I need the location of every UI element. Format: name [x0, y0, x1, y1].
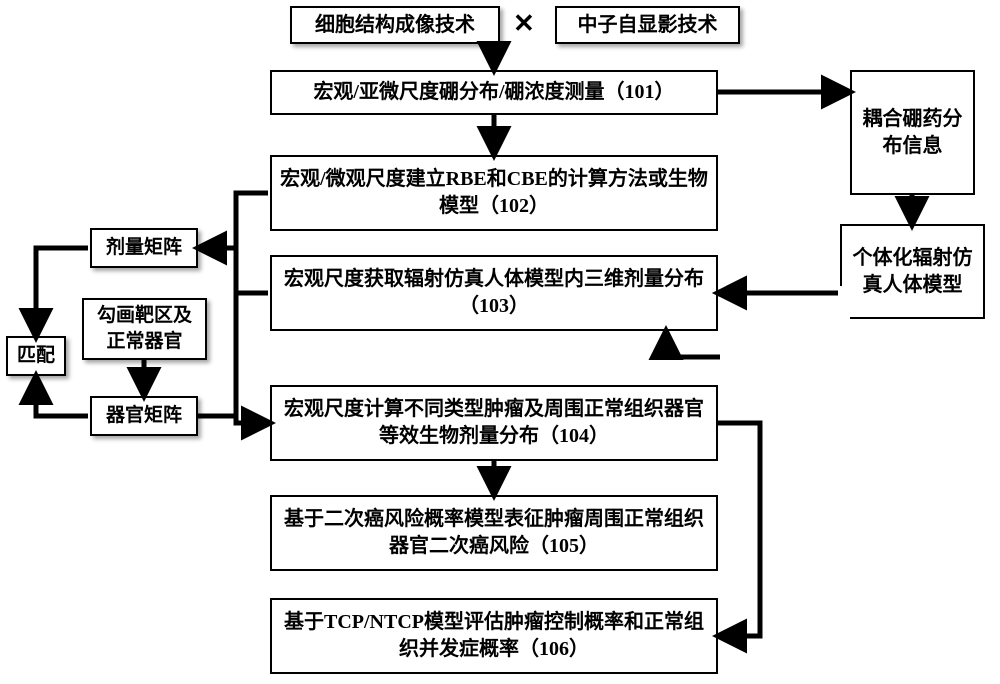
right-top-box: 耦合硼药分布信息	[850, 70, 975, 195]
step-106: 基于TCP/NTCP模型评估肿瘤控制概率和正常组织并发症概率（106）	[270, 598, 718, 674]
left-contour-box: 勾画靶区及正常器官	[82, 298, 207, 360]
step-101-label: 宏观/亚微尺度硼分布/硼浓度测量（101）	[313, 79, 674, 106]
step-102: 宏观/微观尺度建立RBE和CBE的计算方法或生物模型（102）	[270, 155, 718, 231]
left-dose-matrix-label: 剂量矩阵	[106, 235, 182, 261]
step-104-label: 宏观尺度计算不同类型肿瘤及周围正常组织器官等效生物剂量分布（104）	[280, 396, 708, 450]
left-match-box: 匹配	[6, 336, 66, 376]
left-match-label: 匹配	[17, 343, 55, 369]
right-top-label: 耦合硼药分布信息	[860, 106, 965, 160]
step-101: 宏观/亚微尺度硼分布/硼浓度测量（101）	[270, 70, 718, 115]
left-dose-matrix-box: 剂量矩阵	[90, 228, 198, 268]
right-bottom-box: 个体化辐射仿真人体模型	[840, 224, 985, 319]
step-102-label: 宏观/微观尺度建立RBE和CBE的计算方法或生物模型（102）	[280, 166, 708, 220]
step-105-label: 基于二次癌风险概率模型表征肿瘤周围正常组织器官二次癌风险（105）	[280, 506, 708, 560]
step-106-label: 基于TCP/NTCP模型评估肿瘤控制概率和正常组织并发症概率（106）	[280, 609, 708, 663]
header-right-label: 中子自显影技术	[578, 12, 718, 39]
left-organ-matrix-box: 器官矩阵	[90, 396, 198, 436]
left-organ-matrix-label: 器官矩阵	[106, 403, 182, 429]
left-contour-label: 勾画靶区及正常器官	[92, 303, 197, 354]
step-103-label: 宏观尺度获取辐射仿真人体模型内三维剂量分布（103）	[280, 266, 708, 320]
header-left-label: 细胞结构成像技术	[315, 12, 475, 39]
step-104: 宏观尺度计算不同类型肿瘤及周围正常组织器官等效生物剂量分布（104）	[270, 385, 718, 461]
step-103: 宏观尺度获取辐射仿真人体模型内三维剂量分布（103）	[270, 255, 718, 331]
header-left-box: 细胞结构成像技术	[290, 6, 500, 44]
header-right-box: 中子自显影技术	[555, 6, 740, 44]
right-bottom-label: 个体化辐射仿真人体模型	[850, 245, 975, 299]
x-icon: ✕	[513, 8, 535, 39]
step-105: 基于二次癌风险概率模型表征肿瘤周围正常组织器官二次癌风险（105）	[270, 495, 718, 571]
